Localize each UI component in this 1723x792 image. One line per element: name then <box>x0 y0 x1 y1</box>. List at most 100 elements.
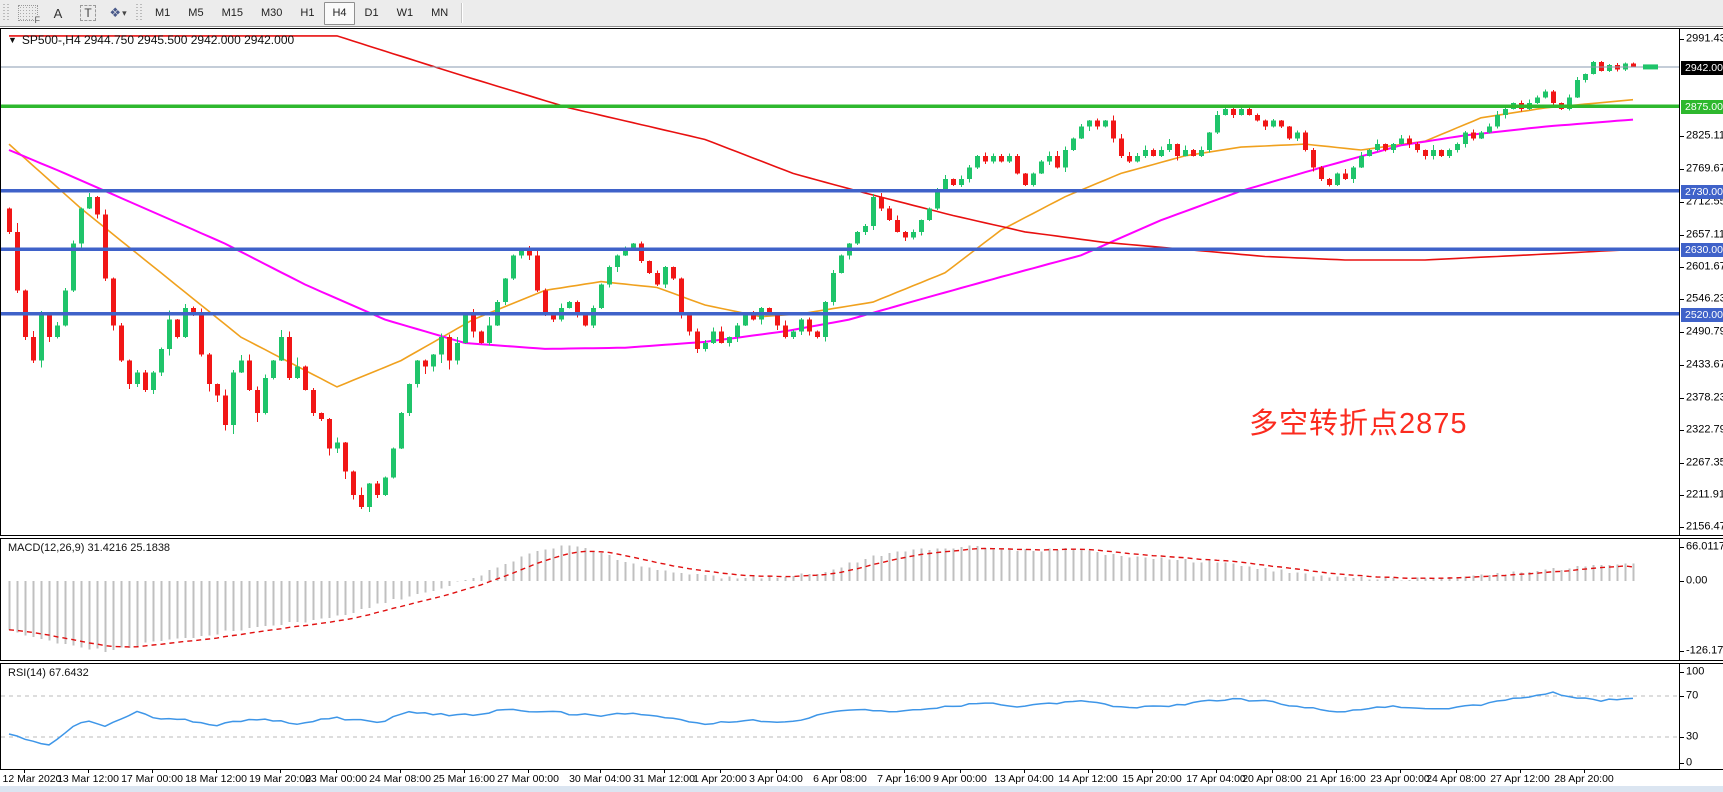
chart-annotation-text[interactable]: 多空转折点2875 <box>1249 408 1468 440</box>
time-axis-tick <box>664 770 665 773</box>
toolbar: F A T ❖ ▾ M1 M5 M15 M30 H1 H4 D1 W1 MN <box>0 0 1723 27</box>
price-axis-label: 2991.430 <box>1686 32 1723 45</box>
timeframe-button-w1[interactable]: W1 <box>396 7 414 19</box>
time-axis-tick <box>840 770 841 773</box>
time-axis-label: 23 Mar 00:00 <box>305 773 367 785</box>
price-axis-label: 2546.230 <box>1686 292 1723 305</box>
price-axis-label: 2156.470 <box>1686 520 1723 533</box>
macd-histogram-layer <box>8 545 1635 652</box>
rsi-axis-tick <box>1680 737 1684 738</box>
time-axis-tick <box>24 770 25 773</box>
horizontal-levels-layer <box>1 66 1679 316</box>
rsi-axis-tick <box>1680 763 1684 764</box>
chart-title-text: SP500-,H4 2944.750 2945.500 2942.000 294… <box>21 33 295 47</box>
level-price-tag: 2520.000 <box>1681 307 1723 322</box>
time-axis-label: 21 Apr 16:00 <box>1306 773 1366 785</box>
time-axis-tick <box>600 770 601 773</box>
rsi-panel[interactable]: RSI(14) 67.6432 100 70 30 0 <box>0 663 1723 770</box>
main-chart-canvas[interactable] <box>1 29 1679 535</box>
time-axis[interactable]: 12 Mar 2020 13 Mar 12:00 17 Mar 00:00 18 Ma… <box>0 770 1723 786</box>
macd-panel[interactable]: MACD(12,26,9) 31.4216 25.1838 66.0117 0.0… <box>0 538 1723 661</box>
time-axis-tick <box>216 770 217 773</box>
price-axis-tick <box>1680 39 1684 40</box>
time-axis-label: 27 Apr 12:00 <box>1490 773 1550 785</box>
current-price-tag: 2942.000 <box>1681 60 1723 75</box>
price-axis-tick <box>1680 527 1684 529</box>
price-axis-label: 2378.230 <box>1686 391 1723 404</box>
toolbar-drag-handle-2[interactable] <box>136 4 143 22</box>
timeframe-button-m30[interactable]: M30 <box>260 7 283 19</box>
rsi-axis-label: 0 <box>1686 756 1693 769</box>
time-axis-tick <box>1088 770 1089 773</box>
timeframe-button-h1[interactable]: H1 <box>300 7 315 19</box>
macd-canvas[interactable] <box>1 539 1679 660</box>
price-axis-tick <box>1680 365 1684 367</box>
time-axis-label: 30 Mar 04:00 <box>569 773 631 785</box>
time-axis-label: 9 Apr 00:00 <box>933 773 987 785</box>
rsi-axis-label: 30 <box>1686 730 1699 743</box>
time-axis-label: 27 Mar 00:00 <box>497 773 559 785</box>
timeframe-button-d1[interactable]: D1 <box>364 7 379 19</box>
macd-axis[interactable]: 66.0117 0.00 -126.173 <box>1679 539 1723 660</box>
time-axis-tick <box>1152 770 1153 773</box>
rsi-line <box>8 691 1634 746</box>
price-axis-tick <box>1680 136 1684 138</box>
time-axis-tick <box>720 770 721 773</box>
label-frame-tool-icon[interactable]: F <box>15 2 41 25</box>
price-axis-tick <box>1680 495 1684 497</box>
timeframe-button-m5[interactable]: M5 <box>188 7 204 19</box>
time-axis-tick <box>280 770 281 773</box>
frame-f-glyph: F <box>33 15 41 25</box>
time-axis-label: 12 Mar 2020 <box>2 773 62 785</box>
macd-axis-tick <box>1680 547 1684 548</box>
title-caret-icon[interactable]: ▼ <box>8 35 17 45</box>
time-axis-tick <box>1216 770 1217 773</box>
timeframe-button-mn[interactable]: MN <box>431 7 449 19</box>
timeframe-button-group: M1 M5 M15 M30 H1 H4 D1 W1 MN <box>146 1 457 25</box>
time-axis-label: 13 Apr 04:00 <box>994 773 1054 785</box>
level-price-tag: 2730.000 <box>1681 184 1723 199</box>
toolbar-separator <box>461 3 464 23</box>
price-axis-label: 2322.790 <box>1686 423 1723 436</box>
timeframe-button-h4[interactable]: H4 <box>324 1 355 25</box>
main-chart-panel[interactable]: ▼ SP500-,H4 2944.750 2945.500 2942.000 29… <box>0 28 1723 536</box>
time-axis-tick <box>960 770 961 773</box>
time-axis-label: 23 Apr 00:00 <box>1370 773 1430 785</box>
text-label-tool-icon[interactable]: T <box>75 2 101 24</box>
price-axis-tick <box>1680 267 1684 268</box>
price-axis-tick <box>1680 430 1684 432</box>
price-axis-tick <box>1680 234 1684 236</box>
time-axis-tick <box>1400 770 1401 773</box>
price-axis-tick <box>1680 168 1684 170</box>
rsi-axis[interactable]: 100 70 30 0 <box>1679 664 1723 769</box>
time-axis-label: 1 Apr 20:00 <box>693 773 747 785</box>
time-axis-tick <box>904 770 905 773</box>
toolbar-drag-handle[interactable] <box>3 4 10 22</box>
price-axis-label: 2769.670 <box>1686 162 1723 175</box>
rsi-axis-label: 70 <box>1686 689 1699 702</box>
rsi-indicator-label: RSI(14) 67.6432 <box>8 667 89 679</box>
time-axis-label: 25 Mar 16:00 <box>433 773 495 785</box>
text-tool-icon[interactable]: A <box>53 5 63 21</box>
macd-axis-tick <box>1680 581 1684 582</box>
price-axis-label: 2211.910 <box>1686 488 1723 501</box>
rsi-canvas[interactable] <box>1 664 1679 769</box>
chart-title: ▼ SP500-,H4 2944.750 2945.500 2942.000 29… <box>8 33 294 47</box>
time-axis-tick <box>464 770 465 773</box>
price-axis[interactable]: 2991.430 2825.110 2769.670 2712.550 2657.110… <box>1679 29 1723 535</box>
time-axis-tick <box>776 770 777 773</box>
time-axis-label: 20 Apr 08:00 <box>1242 773 1302 785</box>
timeframe-button-m15[interactable]: M15 <box>221 7 243 19</box>
time-axis-tick <box>152 770 153 773</box>
macd-axis-tick <box>1680 650 1684 652</box>
time-axis-tick <box>1456 770 1457 773</box>
rsi-axis-tick <box>1680 672 1684 673</box>
time-axis-label: 13 Mar 12:00 <box>57 773 119 785</box>
price-axis-label: 2601.670 <box>1686 260 1723 273</box>
last-price-marker <box>1643 64 1658 70</box>
time-axis-tick <box>1272 770 1273 773</box>
timeframe-button-m1[interactable]: M1 <box>155 7 171 19</box>
candles-layer <box>7 60 1636 513</box>
arrow-objects-tool-icon[interactable]: ❖ ▾ <box>109 5 127 20</box>
